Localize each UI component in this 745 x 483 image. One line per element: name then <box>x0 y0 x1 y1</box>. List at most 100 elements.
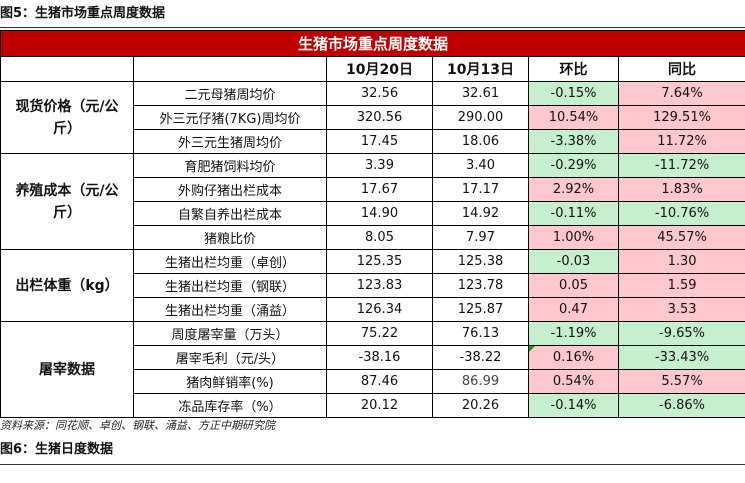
table-row: 自繁自养出栏成本 14.90 14.92 -0.11% -10.76% <box>1 201 745 226</box>
table-row: 猪肉鲜销率(%) 87.46 86.99 0.54% 5.57% <box>1 369 745 394</box>
value-wow: -0.14% <box>528 393 619 418</box>
value-current: 32.56 <box>326 81 433 106</box>
table-row: 生猪出栏均重（钢联） 123.83 123.78 0.05 1.59 <box>1 273 745 298</box>
value-previous: 76.13 <box>432 321 529 346</box>
row-label: 猪肉鲜销率(%) <box>133 369 327 394</box>
row-label: 周度屠宰量（万头） <box>133 321 327 346</box>
row-label: 育肥猪饲料均价 <box>133 153 327 178</box>
value-wow: -3.38% <box>528 129 619 154</box>
value-yoy: 1.30 <box>617 249 745 274</box>
header-blank-category <box>0 56 134 82</box>
value-yoy: -33.43% <box>617 345 745 370</box>
row-label: 生猪出栏均重（涌益） <box>133 297 327 322</box>
category-slaughter-weight: 出栏体重（kg） <box>0 249 134 322</box>
row-label: 屠宰毛利（元/头） <box>133 345 327 370</box>
table-row: 外三元生猪周均价 17.45 18.06 -3.38% 11.72% <box>1 129 745 154</box>
value-previous: 290.00 <box>432 105 529 130</box>
value-current: 3.39 <box>326 153 433 178</box>
value-previous: -38.22 <box>432 345 529 370</box>
row-label: 自繁自养出栏成本 <box>133 201 327 226</box>
category-breeding-cost: 养殖成本（元/公斤） <box>0 153 134 250</box>
table-row: 现货价格（元/公斤） 二元母猪周均价 32.56 32.61 -0.15% 7.… <box>0 81 745 154</box>
table-row: 屠宰毛利（元/头） -38.16 -38.22 0.16% -33.43% <box>1 345 745 370</box>
table-header-row: 10月20日 10月13日 环比 同比 <box>0 56 745 82</box>
header-current-week: 10月20日 <box>326 56 433 82</box>
value-yoy: -6.86% <box>617 393 745 418</box>
header-year-over-year: 同比 <box>617 56 745 82</box>
value-yoy: -10.76% <box>617 201 745 226</box>
table-row: 冻品库存率（%） 20.12 20.26 -0.14% -6.86% <box>1 393 745 418</box>
header-previous-week: 10月13日 <box>432 56 529 82</box>
value-previous: 17.17 <box>432 177 529 202</box>
value-current: 126.34 <box>326 297 433 322</box>
value-wow: 2.92% <box>528 177 619 202</box>
value-wow: -0.29% <box>528 153 619 178</box>
value-wow: 0.16% <box>528 345 619 370</box>
value-yoy: 11.72% <box>617 129 745 154</box>
row-label: 猪粮比价 <box>133 225 327 250</box>
value-current: 125.35 <box>326 249 433 274</box>
figure-6-rule <box>0 464 745 465</box>
source-note: 资料来源：同花顺、卓创、钢联、涌益、方正中期研究院 <box>0 419 275 432</box>
table-row: 养殖成本（元/公斤） 育肥猪饲料均价 3.39 3.40 -0.29% -11.… <box>0 153 745 250</box>
value-previous: 3.40 <box>432 153 529 178</box>
table-title-row: 生猪市场重点周度数据 <box>0 30 745 57</box>
row-label: 冻品库存率（%） <box>133 393 327 418</box>
value-wow: -1.19% <box>528 321 619 346</box>
value-current: 14.90 <box>326 201 433 226</box>
header-blank-label <box>133 56 327 82</box>
value-previous: 86.99 <box>432 369 529 394</box>
table-row: 外三元仔猪(7KG)周均价 320.56 290.00 10.54% 129.5… <box>1 105 745 130</box>
value-current: 20.12 <box>326 393 433 418</box>
value-wow: -0.03 <box>528 249 619 274</box>
header-week-over-week: 环比 <box>528 56 619 82</box>
value-wow: 10.54% <box>528 105 619 130</box>
value-wow: 0.05 <box>528 273 619 298</box>
value-yoy: 3.53 <box>617 297 745 322</box>
value-previous: 7.97 <box>432 225 529 250</box>
figure-5-rule <box>0 27 745 28</box>
value-current: 8.05 <box>326 225 433 250</box>
row-label: 外三元仔猪(7KG)周均价 <box>133 105 327 130</box>
value-previous: 123.78 <box>432 273 529 298</box>
value-yoy: -9.65% <box>617 321 745 346</box>
value-yoy: 7.64% <box>617 81 745 106</box>
weekly-data-table: 生猪市场重点周度数据 10月20日 10月13日 环比 同比 现货价格（元/公斤… <box>0 30 745 418</box>
table-row: 出栏体重（kg） 生猪出栏均重（卓创） 125.35 125.38 -0.03 … <box>0 249 745 322</box>
table-title: 生猪市场重点周度数据 <box>0 30 745 57</box>
table-row: 屠宰数据 周度屠宰量（万头） 75.22 76.13 -1.19% -9.65% <box>0 321 745 418</box>
value-current: 87.46 <box>326 369 433 394</box>
value-yoy: 1.59 <box>617 273 745 298</box>
value-yoy: 5.57% <box>617 369 745 394</box>
value-wow: -0.15% <box>528 81 619 106</box>
category-spot-price: 现货价格（元/公斤） <box>0 81 134 154</box>
row-label: 二元母猪周均价 <box>133 81 327 106</box>
figure-5-caption: 图5：生猪市场重点周度数据 <box>0 6 166 21</box>
value-wow: 1.00% <box>528 225 619 250</box>
table-row: 猪粮比价 8.05 7.97 1.00% 45.57% <box>1 225 745 250</box>
value-yoy: -11.72% <box>617 153 745 178</box>
value-previous: 20.26 <box>432 393 529 418</box>
value-previous: 18.06 <box>432 129 529 154</box>
value-yoy: 45.57% <box>617 225 745 250</box>
figure-6-caption: 图6：生猪日度数据 <box>0 442 114 457</box>
value-previous: 14.92 <box>432 201 529 226</box>
row-label: 生猪出栏均重（卓创） <box>133 249 327 274</box>
category-slaughter-data: 屠宰数据 <box>0 321 134 418</box>
value-current: 320.56 <box>326 105 433 130</box>
value-current: 75.22 <box>326 321 433 346</box>
row-label: 外三元生猪周均价 <box>133 129 327 154</box>
value-current: 17.45 <box>326 129 433 154</box>
value-current: 123.83 <box>326 273 433 298</box>
value-previous: 125.87 <box>432 297 529 322</box>
value-previous: 32.61 <box>432 81 529 106</box>
value-wow: 0.54% <box>528 369 619 394</box>
value-previous: 125.38 <box>432 249 529 274</box>
table-row: 外购仔猪出栏成本 17.67 17.17 2.92% 1.83% <box>1 177 745 202</box>
value-wow: -0.11% <box>528 201 619 226</box>
value-yoy: 1.83% <box>617 177 745 202</box>
value-current: 17.67 <box>326 177 433 202</box>
value-yoy: 129.51% <box>617 105 745 130</box>
row-label: 生猪出栏均重（钢联） <box>133 273 327 298</box>
value-wow: 0.47 <box>528 297 619 322</box>
